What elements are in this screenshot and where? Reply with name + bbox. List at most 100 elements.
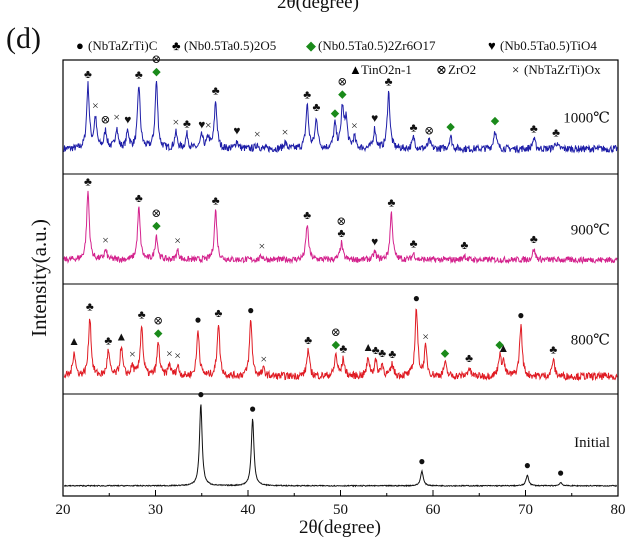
- legend-symbol: ◆: [306, 38, 316, 53]
- legend: ● (NbTaZrTi)C ♣ (Nb0.5Ta0.5)2O5 ◆ (Nb0.5Ta0.5…: [76, 38, 601, 77]
- peak-marker: ▲: [497, 341, 509, 355]
- peak-marker: ♣: [461, 238, 469, 252]
- peak-marker: ⊗: [153, 313, 163, 327]
- panel-label: (d): [6, 22, 41, 55]
- x-axis-label: 2θ(degree): [299, 517, 381, 538]
- peak-marker: ⊗: [101, 113, 111, 127]
- x-tick-label: 50: [333, 502, 348, 518]
- peak-marker: ⊗: [331, 325, 341, 339]
- peak-marker: ⊗: [151, 206, 161, 220]
- peak-marker: ♣: [530, 122, 538, 136]
- peak-marker: ⊗: [336, 214, 346, 228]
- peak-marker: ●: [524, 458, 531, 472]
- peak-marker: ◆: [152, 220, 161, 232]
- peak-marker: ♥: [371, 111, 378, 125]
- x-tick-label: 60: [426, 502, 441, 518]
- peak-marker: ◆: [332, 339, 341, 351]
- legend-item: × (NbTaZrTi)Ox: [512, 62, 601, 77]
- peak-marker: ♣: [304, 333, 312, 347]
- series-layer: 1000℃ 900℃ 800℃ Initial: [63, 81, 618, 488]
- peak-marker: ♣: [135, 191, 143, 205]
- peak-marker: ♣: [303, 87, 311, 101]
- peak-marker: ♣: [214, 306, 222, 320]
- peak-marker: ◆: [154, 327, 163, 339]
- peak-marker: ◆: [446, 121, 455, 133]
- series-line: [63, 190, 618, 265]
- peak-marker: ♣: [135, 68, 143, 82]
- peak-markers: ♣×⊗ × ♥♣⊗◆× ♣ ♥ ×♣♥ × ×♣♣ ◆⊗◆×♥♣♣ ⊗ ◆◆♣ ♣♣×♣⊗◆×♣×♣ ⊗…: [68, 52, 564, 480]
- legend-label: (NbTaZrTi)C: [88, 38, 157, 53]
- peak-marker: ♣: [212, 84, 220, 98]
- peak-marker: ♣: [183, 117, 191, 131]
- peak-marker: ×: [254, 127, 261, 141]
- peak-marker: ◆: [491, 115, 500, 127]
- peak-marker: ▲: [68, 334, 80, 348]
- peak-marker: ♣: [212, 193, 220, 207]
- legend-item: ▲ TinO2n-1: [349, 62, 412, 77]
- peak-marker: ×: [260, 352, 267, 366]
- peak-marker: ♣: [410, 236, 418, 250]
- legend-label: (Nb0.5Ta0.5)TiO4: [500, 38, 597, 53]
- legend-row-2: ▲ TinO2n-1 ⊗ ZrO2 × (NbTaZrTi)Ox: [349, 62, 601, 77]
- legend-symbol: ▲: [349, 62, 362, 77]
- legend-label: (NbTaZrTi)Ox: [524, 62, 601, 77]
- peak-marker: ♣: [530, 232, 538, 246]
- legend-item: ● (NbTaZrTi)C: [76, 38, 157, 53]
- peak-marker: ♣: [104, 334, 112, 348]
- peak-marker: ♣: [339, 342, 347, 356]
- peak-marker: ×: [174, 233, 181, 247]
- peak-marker: ♥: [233, 124, 240, 138]
- peak-marker: ♣: [86, 299, 94, 313]
- legend-symbol: ♥: [488, 38, 496, 53]
- peak-marker: ◆: [495, 339, 504, 351]
- peak-marker: ♣: [84, 67, 92, 81]
- peak-marker: ♣: [378, 346, 386, 360]
- peak-marker: ◆: [331, 107, 340, 119]
- legend-label: TinO2n-1: [361, 62, 412, 77]
- peak-marker: ♣: [465, 351, 473, 365]
- peak-marker: ♣: [313, 100, 321, 114]
- peak-marker: ▲: [115, 329, 127, 343]
- peak-marker: ♣: [138, 307, 146, 321]
- x-tick-label: 30: [148, 502, 163, 518]
- peak-marker: ♣: [410, 120, 418, 134]
- legend-symbol: ⊗: [436, 62, 447, 77]
- peak-marker: ●: [413, 291, 420, 305]
- panel-separators: [63, 173, 618, 395]
- peak-marker: ×: [102, 233, 109, 247]
- series-line: [64, 404, 618, 488]
- peak-marker: ♣: [552, 126, 560, 140]
- peak-marker: ◆: [338, 89, 347, 101]
- series-line: [63, 81, 618, 154]
- cut-top-label: 2θ(degree): [277, 0, 359, 13]
- peak-marker: ⊗: [424, 124, 434, 138]
- legend-item: ◆ (Nb0.5Ta0.5)2Zr6O17: [306, 38, 436, 53]
- peak-marker: ◆: [441, 348, 450, 360]
- legend-symbol: ×: [512, 62, 519, 77]
- peak-marker: ×: [422, 329, 429, 343]
- peak-marker: ⊗: [151, 52, 161, 66]
- x-tick-label: 70: [518, 502, 533, 518]
- peak-marker: ♣: [385, 75, 393, 89]
- peak-marker: ♣: [372, 343, 380, 357]
- series-label: 800℃: [571, 333, 610, 349]
- series-label: 900℃: [571, 223, 610, 239]
- x-axis: 20 30 40 50 60 70 80: [56, 490, 626, 518]
- series-label: 1000℃: [563, 111, 610, 127]
- y-axis-label: Intensity(a.u.): [27, 219, 51, 337]
- peak-marker: ♥: [371, 235, 378, 249]
- peak-marker: ♥: [124, 112, 131, 126]
- peak-marker: ×: [172, 115, 179, 129]
- peak-marker: ×: [351, 119, 358, 133]
- peak-marker: ♣: [84, 174, 92, 188]
- legend-item: ♥ (Nb0.5Ta0.5)TiO4: [488, 38, 597, 53]
- peak-marker: ♣: [549, 343, 557, 357]
- legend-symbol: ●: [76, 38, 84, 53]
- peak-marker: ◆: [152, 66, 161, 78]
- peak-marker: ●: [194, 313, 201, 327]
- x-tick-label: 20: [56, 502, 71, 518]
- peak-marker: ×: [166, 346, 173, 360]
- peak-marker: ♣: [388, 347, 396, 361]
- peak-marker: ●: [197, 387, 204, 401]
